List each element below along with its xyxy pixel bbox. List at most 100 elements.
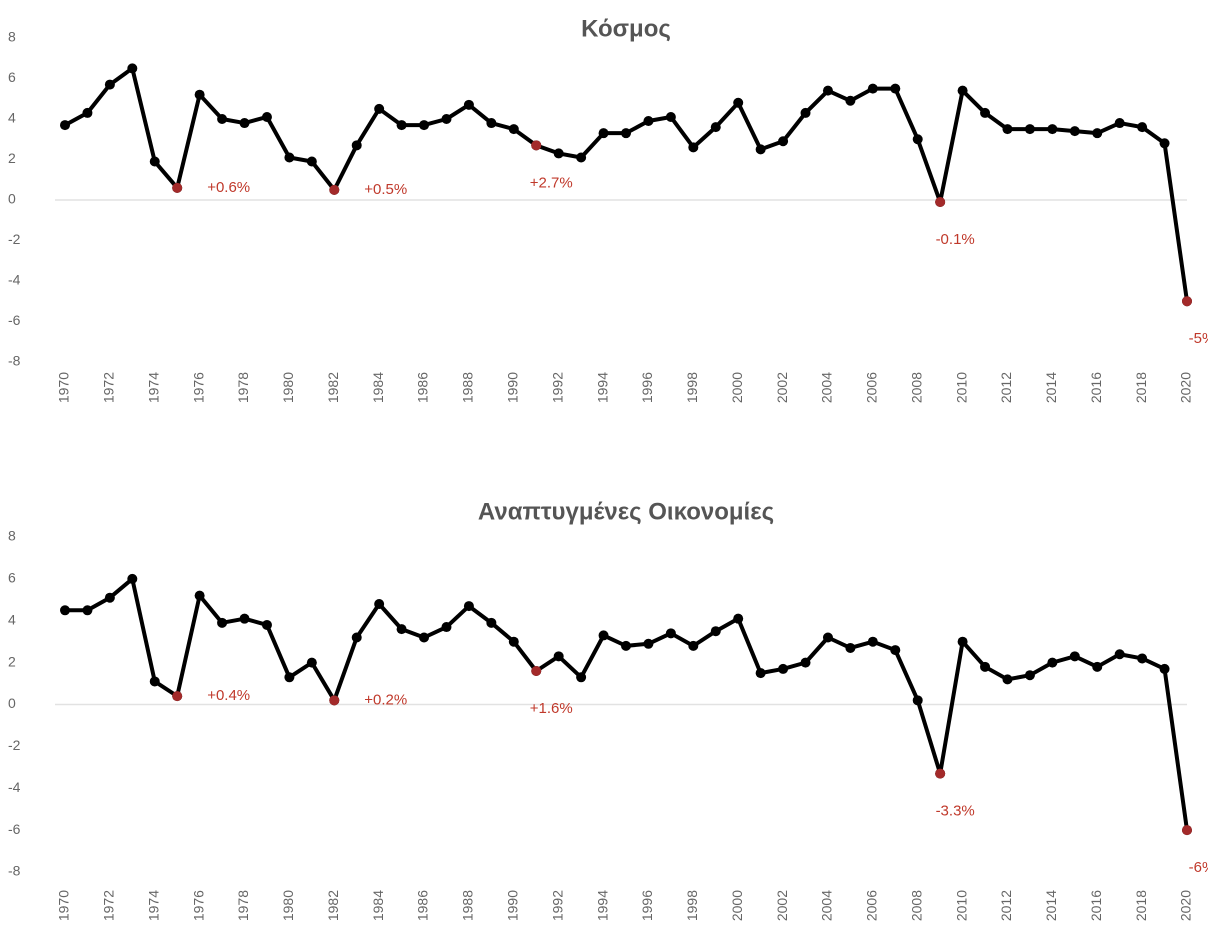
x-tick-label: 1980: [280, 372, 296, 403]
x-tick-label: 2004: [819, 890, 835, 921]
x-tick-label: 1990: [505, 372, 521, 403]
y-tick-label: 8: [8, 29, 16, 45]
point: [598, 128, 609, 139]
point: [643, 638, 654, 649]
highlight-point: [935, 768, 946, 779]
x-tick-label: 1970: [56, 890, 72, 921]
chart-title: Κόσμος: [581, 15, 671, 42]
x-tick-label: 1998: [684, 890, 700, 921]
y-tick-label: 2: [8, 653, 16, 669]
x-tick-label: 2002: [774, 372, 790, 403]
point: [194, 590, 205, 601]
point: [912, 695, 923, 706]
y-tick-label: -2: [8, 737, 21, 753]
y-tick-label: -8: [8, 863, 21, 879]
x-tick-label: 1992: [549, 372, 565, 403]
point: [778, 136, 789, 147]
point: [104, 592, 115, 603]
point: [194, 89, 205, 100]
x-tick-label: 2004: [819, 372, 835, 403]
x-tick-label: 1984: [370, 890, 386, 921]
point: [374, 103, 385, 114]
point: [621, 640, 631, 651]
point: [441, 622, 452, 633]
x-tick-label: 2012: [998, 372, 1014, 403]
point: [822, 632, 833, 643]
point: [1114, 118, 1125, 129]
annotation: +0.4%: [207, 687, 250, 704]
x-tick-label: 2014: [1043, 372, 1059, 403]
point: [800, 107, 811, 118]
point: [1047, 124, 1058, 135]
point: [733, 97, 744, 108]
point: [1024, 670, 1035, 681]
highlight-point: [531, 140, 542, 151]
y-tick-label: -6: [8, 821, 21, 837]
point: [1092, 661, 1103, 672]
y-tick-label: -8: [8, 353, 21, 369]
y-tick-label: 0: [8, 695, 16, 711]
point: [688, 142, 699, 153]
point: [553, 148, 564, 159]
point: [845, 95, 856, 106]
x-tick-label: 1980: [280, 890, 296, 921]
x-tick-label: 1982: [325, 372, 341, 403]
y-tick-label: 2: [8, 150, 16, 166]
highlight-point: [531, 666, 542, 676]
x-tick-label: 2008: [908, 372, 924, 403]
point: [217, 617, 228, 628]
point: [800, 657, 811, 668]
annotation: +0.5%: [364, 181, 407, 198]
annotation: +0.2%: [364, 691, 407, 708]
y-tick-label: -2: [8, 231, 21, 247]
point: [643, 116, 654, 127]
x-tick-label: 1996: [639, 372, 655, 403]
point: [1159, 663, 1170, 674]
point: [419, 632, 430, 643]
point: [1047, 657, 1058, 668]
x-tick-label: 2010: [953, 372, 969, 403]
highlight-point: [935, 197, 946, 208]
point: [351, 632, 362, 643]
x-tick-label: 1994: [594, 890, 610, 921]
point: [60, 605, 70, 616]
point: [374, 599, 385, 609]
highlight-point: [1182, 296, 1192, 307]
point: [688, 640, 699, 651]
annotation: -5%: [1189, 330, 1208, 347]
point: [553, 651, 564, 662]
point: [1137, 653, 1148, 664]
chart-title: Αναπτυγμένες Οικονομίες: [478, 498, 774, 525]
x-tick-label: 1974: [145, 890, 161, 921]
x-tick-label: 1982: [325, 890, 341, 921]
point: [82, 107, 93, 118]
point: [149, 156, 160, 167]
x-tick-label: 1972: [101, 890, 117, 921]
x-tick-label: 2000: [729, 890, 745, 921]
x-tick-label: 2012: [998, 890, 1014, 921]
point: [598, 630, 609, 641]
point: [778, 663, 789, 674]
point: [351, 140, 362, 151]
point: [755, 668, 766, 679]
point: [127, 573, 138, 584]
x-tick-label: 1986: [415, 372, 431, 403]
x-tick-label: 2020: [1178, 890, 1194, 921]
highlight-point: [172, 182, 183, 193]
x-tick-label: 2000: [729, 372, 745, 403]
x-tick-label: 1978: [235, 890, 251, 921]
point: [733, 613, 744, 624]
point: [710, 122, 721, 133]
point: [755, 144, 766, 155]
point: [284, 672, 295, 683]
x-tick-label: 1990: [505, 890, 521, 921]
point: [463, 601, 474, 612]
point: [957, 636, 968, 647]
x-tick-label: 2010: [953, 890, 969, 921]
point: [576, 152, 587, 163]
point: [82, 605, 93, 616]
y-tick-label: 0: [8, 191, 16, 207]
point: [463, 99, 474, 110]
point: [149, 676, 160, 687]
